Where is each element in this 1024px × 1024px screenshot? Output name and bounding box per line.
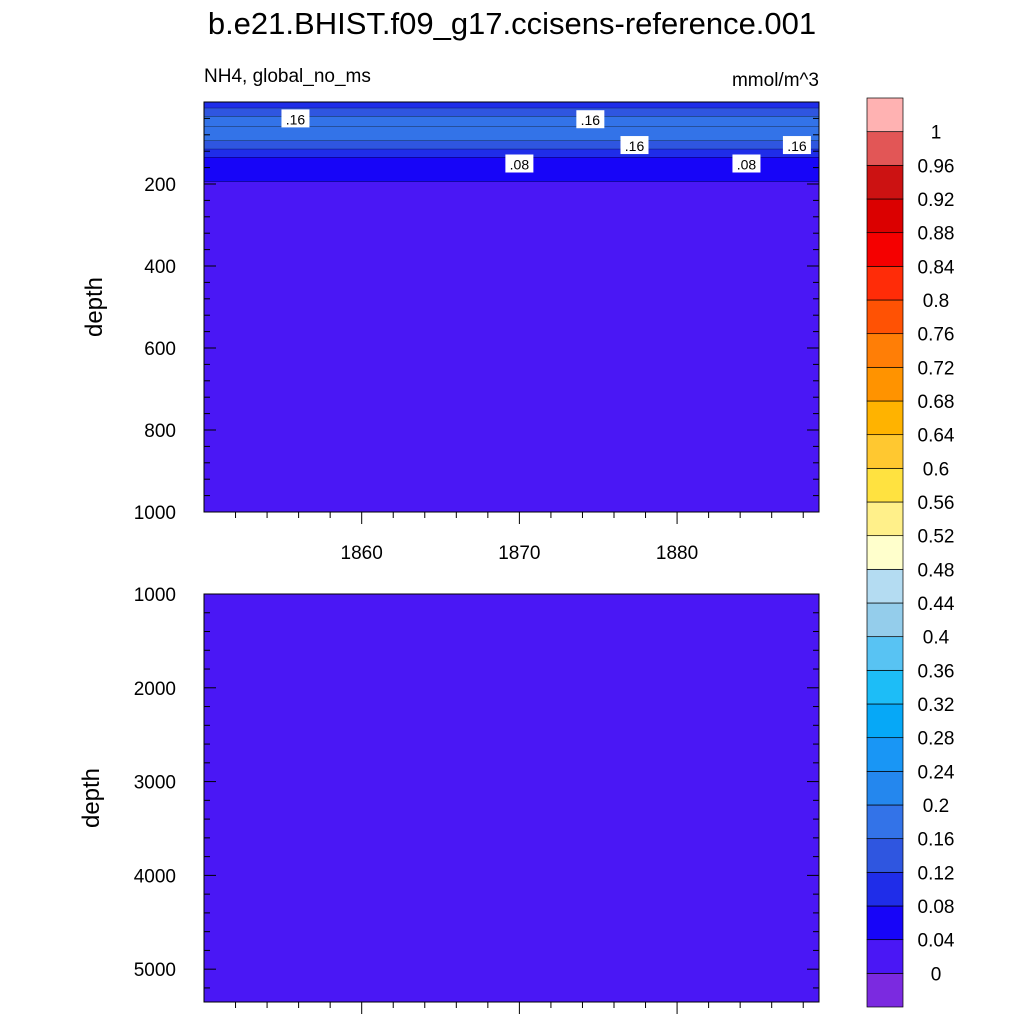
colorbar-label: 0.92 (918, 190, 955, 211)
colorbar: 0 0.04 0.08 0.12 0.16 0.2 0.24 0.28 0.32 0.36 0.4 0… (866, 97, 955, 1008)
colorbar-box (866, 737, 904, 772)
colorbar-label: 0.08 (918, 897, 955, 918)
y-tick-label: 3000 (134, 773, 176, 794)
colorbar-label: 0.76 (918, 325, 955, 346)
contour-label-box (732, 154, 761, 173)
contour-label: .16 (581, 112, 601, 128)
contour-band (204, 108, 819, 117)
contour-band (204, 149, 819, 158)
y-tick-label: 400 (144, 257, 176, 278)
colorbar-label: 0.84 (918, 257, 955, 278)
colorbar-box (866, 232, 904, 267)
contour-label-box (281, 109, 310, 128)
x-tick-label: 1870 (498, 543, 540, 564)
colorbar-label: 0.32 (918, 695, 955, 716)
y-axis-label-lower: depth (78, 768, 105, 828)
colorbar-box (866, 568, 904, 604)
contour-label-box (576, 110, 605, 129)
contour-label-box (782, 136, 811, 155)
colorbar-box (866, 333, 904, 368)
upper-panel: 200 400 600 800 1000 .16 .16 .16 .16 .08 .08 (134, 101, 820, 524)
colorbar-box (866, 939, 904, 974)
colorbar-box (866, 434, 904, 469)
colorbar-label: 0.64 (918, 426, 955, 447)
y-tick-label: 600 (144, 339, 176, 360)
colorbar-label: 0.12 (918, 863, 955, 884)
contour-band (204, 126, 819, 141)
colorbar-box (866, 97, 904, 133)
colorbar-label: 0.04 (918, 931, 955, 952)
colorbar-box (866, 131, 904, 166)
colorbar-label: 0.2 (923, 796, 949, 817)
y-tick-label: 1000 (134, 503, 176, 524)
colorbar-label: 0.28 (918, 729, 955, 750)
x-tick-label: 1880 (656, 543, 698, 564)
y-tick-label: 200 (144, 175, 176, 196)
colorbar-box (866, 366, 904, 402)
contour-band (204, 116, 819, 127)
colorbar-label: 0.4 (923, 628, 950, 649)
colorbar-box (866, 636, 904, 671)
chart-title: b.e21.BHIST.f09_g17.ccisens-reference.00… (208, 6, 816, 41)
variable-label: NH4, global_no_ms (204, 66, 371, 87)
contour-label-box (620, 136, 649, 155)
colorbar-label: 0.52 (918, 527, 955, 548)
contour-label: .16 (286, 111, 306, 127)
plot-frame (203, 593, 820, 1003)
y-axis-label-upper: depth (81, 277, 108, 337)
plot-frame (203, 101, 820, 513)
colorbar-label: 0.16 (918, 830, 955, 851)
colorbar-label: 0.68 (918, 392, 955, 413)
colorbar-box (866, 905, 904, 941)
colorbar-box (866, 703, 904, 739)
y-tick-label: 4000 (134, 866, 176, 887)
colorbar-box (866, 467, 904, 503)
colorbar-label: 0.8 (923, 291, 949, 312)
colorbar-box (866, 838, 904, 873)
colorbar-label: 0.96 (918, 156, 955, 177)
units-label: mmol/m^3 (732, 70, 819, 91)
y-tick-label: 800 (144, 421, 176, 442)
colorbar-label: 1 (931, 123, 942, 144)
contour-band (204, 594, 819, 1002)
colorbar-label: 0.44 (918, 594, 955, 615)
lower-panel: 1000 2000 3000 4000 5000 (134, 585, 820, 1003)
colorbar-box (866, 669, 904, 705)
colorbar-box (866, 501, 904, 537)
colorbar-box (866, 602, 904, 638)
contour-label: .08 (510, 157, 530, 173)
colorbar-box (866, 299, 904, 335)
contour-label: .16 (787, 138, 807, 154)
contour-band (204, 140, 819, 150)
colorbar-label: 0.48 (918, 560, 955, 581)
colorbar-box (866, 871, 904, 907)
colorbar-box (866, 400, 904, 436)
colorbar-label: 0.6 (923, 459, 949, 480)
colorbar-label: 0.88 (918, 224, 955, 245)
colorbar-box (866, 164, 904, 200)
y-tick-label: 1000 (134, 585, 176, 606)
colorbar-label: 0.36 (918, 661, 955, 682)
colorbar-box (866, 198, 904, 234)
contour-label: .16 (625, 138, 645, 154)
y-tick-label: 5000 (134, 960, 176, 981)
colorbar-box (866, 972, 904, 1008)
colorbar-label: 0 (931, 964, 942, 985)
colorbar-box (866, 265, 904, 301)
contour-band (204, 102, 819, 109)
colorbar-label: 0.56 (918, 493, 955, 514)
y-tick-label: 2000 (134, 679, 176, 700)
colorbar-label: 0.72 (918, 358, 955, 379)
colorbar-box (866, 804, 904, 840)
colorbar-label: 0.24 (918, 762, 955, 783)
x-axis: 1860 1870 1880 (235, 512, 804, 1014)
x-tick-label: 1860 (341, 543, 383, 564)
contour-band (204, 181, 819, 512)
contour-label: .08 (737, 157, 757, 173)
colorbar-box (866, 535, 904, 570)
colorbar-box (866, 770, 904, 806)
contour-label-box (505, 154, 534, 173)
